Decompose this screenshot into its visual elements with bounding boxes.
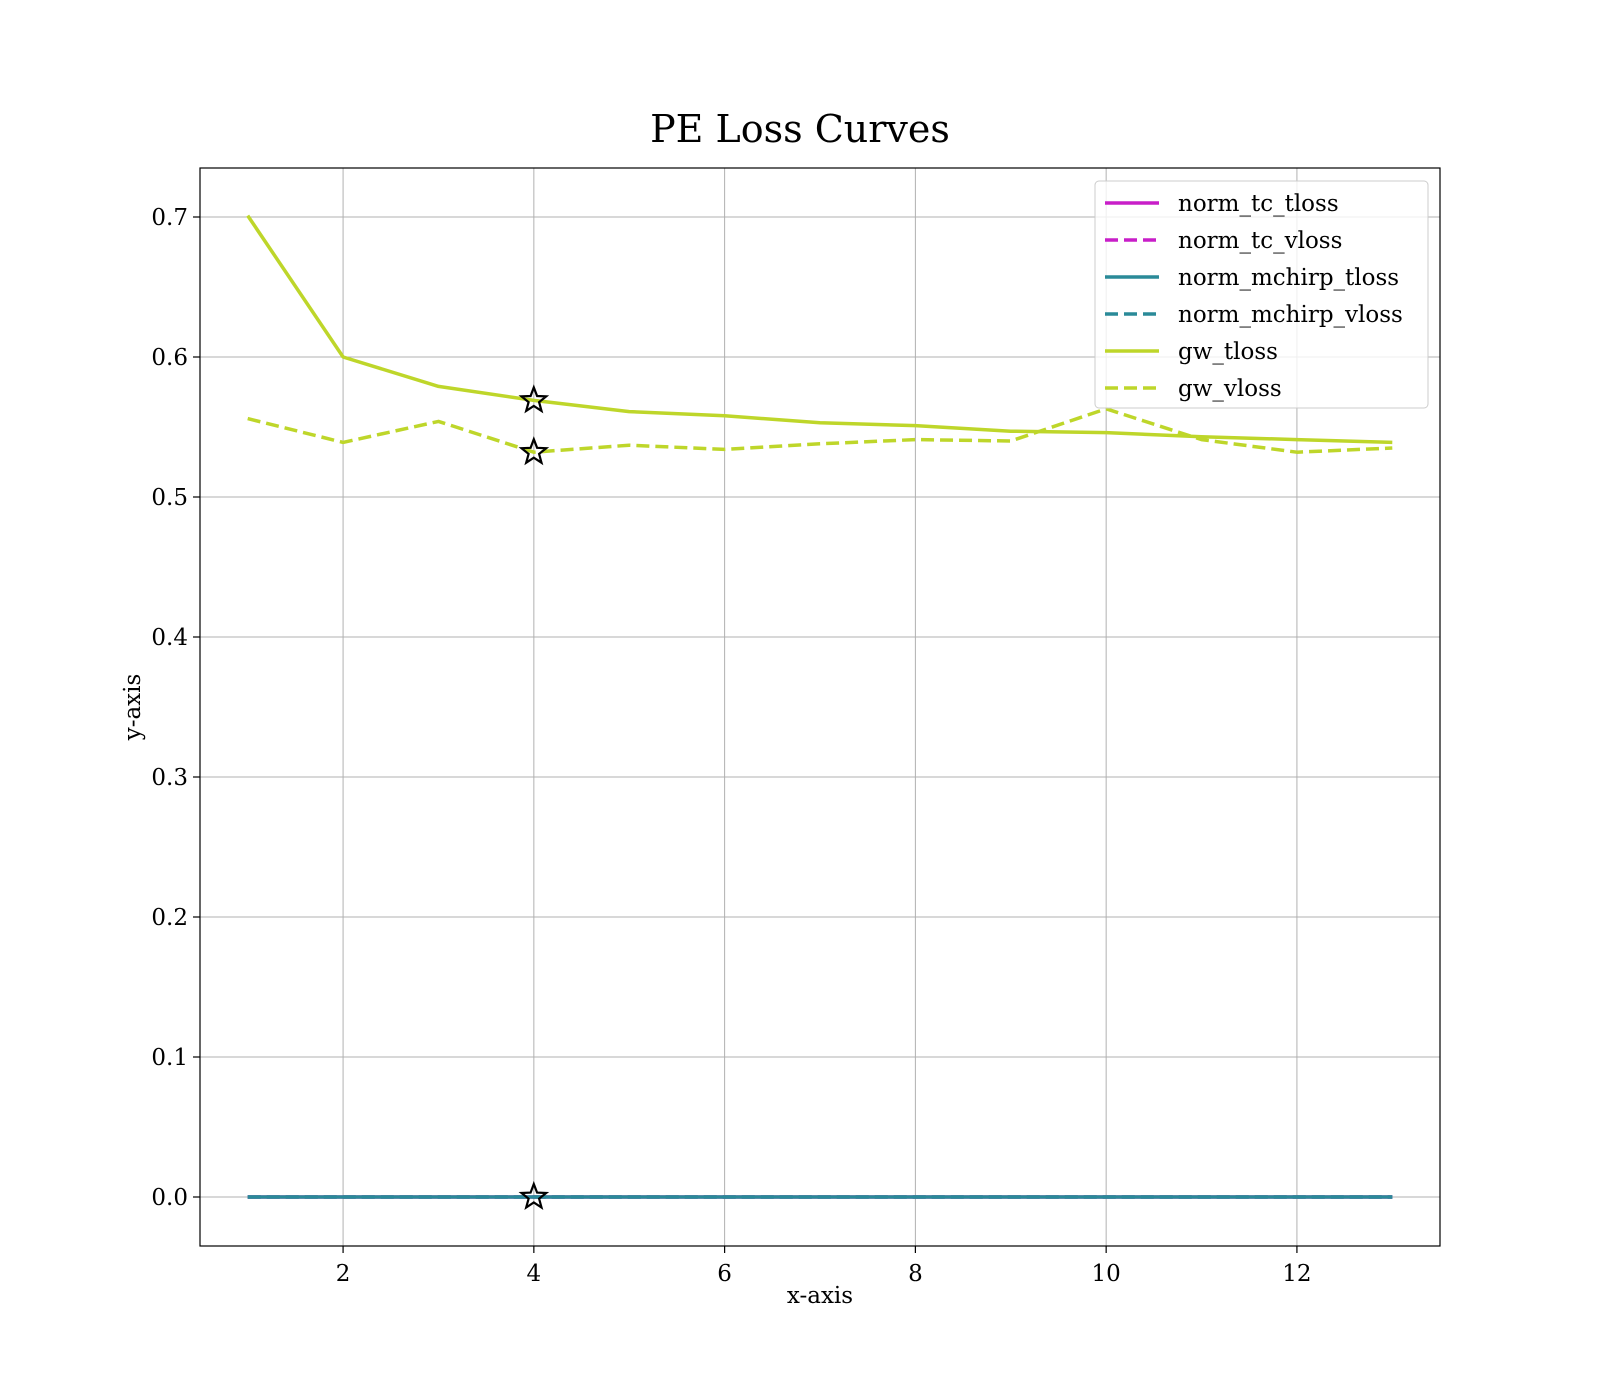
legend-item-norm-tc-tloss: norm_tc_tloss (1105, 191, 1339, 217)
legend-label: gw_vloss (1178, 376, 1282, 402)
series-lines (246, 214, 1393, 1199)
chart-title: PE Loss Curves (650, 107, 950, 151)
y-tick-label: 0.5 (151, 485, 188, 511)
legend-item-gw-tloss: gw_tloss (1105, 339, 1278, 365)
legend-item-norm-mchirp-vloss: norm_mchirp_vloss (1105, 302, 1403, 328)
series-line-gw-tloss (246, 214, 1393, 445)
legend-item-norm-tc-vloss: norm_tc_vloss (1105, 228, 1342, 254)
star-marker (518, 384, 550, 414)
y-axis-label: y-axis (120, 674, 146, 742)
y-tick-label: 0.4 (151, 625, 188, 651)
y-tick-label: 0.3 (151, 765, 188, 791)
y-tick-label: 0.1 (151, 1045, 188, 1071)
y-tick-label: 0.6 (151, 345, 188, 371)
legend-item-norm-mchirp-tloss: norm_mchirp_tloss (1105, 265, 1399, 291)
legend-label: norm_mchirp_tloss (1178, 265, 1399, 291)
x-tick-label: 4 (527, 1261, 542, 1287)
x-tick-label: 6 (717, 1261, 732, 1287)
legend-label: norm_tc_vloss (1178, 228, 1342, 254)
star-marker (518, 1180, 550, 1211)
y-tick-label: 0.0 (151, 1185, 188, 1211)
x-axis-label: x-axis (787, 1283, 853, 1309)
x-tick-label: 8 (908, 1261, 923, 1287)
legend-label: norm_tc_tloss (1178, 191, 1339, 217)
legend: norm_tc_tloss norm_tc_vloss norm_mchirp_tl… (1094, 180, 1429, 409)
x-tick-label: 10 (1092, 1261, 1121, 1287)
y-tick-label: 0.7 (151, 205, 188, 231)
y-tick-label: 0.2 (151, 905, 188, 931)
star-marker (518, 436, 550, 466)
legend-label: gw_tloss (1178, 339, 1278, 365)
legend-item-gw-vloss: gw_vloss (1105, 376, 1282, 402)
legend-label: norm_mchirp_vloss (1178, 302, 1403, 328)
x-tick-label: 12 (1282, 1261, 1311, 1287)
plot-frame (199, 167, 1441, 1247)
axis-ticks: 2 4 6 8 10 12 0.0 0.1 0.2 0.3 0.4 0.5 0.6 0.7 (151, 205, 1311, 1287)
legend-box (1094, 180, 1429, 409)
series-line-gw-vloss (247, 407, 1393, 454)
x-tick-label: 2 (336, 1261, 351, 1287)
star-markers (518, 384, 550, 1211)
